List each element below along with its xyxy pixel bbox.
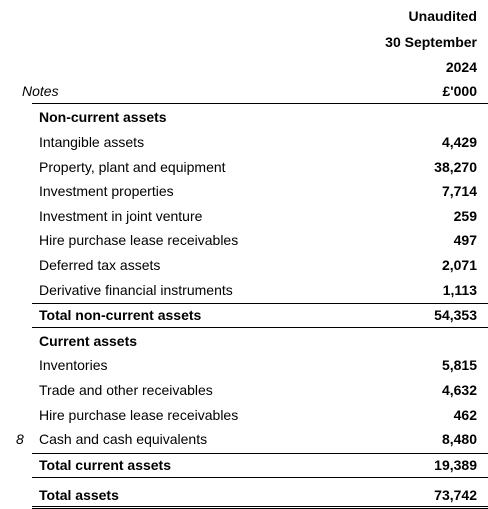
line-item-label: Cash and cash equivalents	[39, 431, 208, 448]
section-title-current: Current assets	[39, 333, 138, 349]
section-title-non-current: Non-current assets	[39, 109, 167, 125]
rule-current-bottom	[32, 477, 488, 478]
note-ref: 8	[16, 431, 24, 448]
rule-non-current	[32, 303, 488, 304]
header-rule	[32, 103, 488, 104]
unit-label: £'000	[442, 83, 477, 99]
line-item-value: 2,071	[441, 257, 477, 273]
line-item-label: Intangible assets	[39, 134, 145, 150]
table-row: Trade and other receivables 4,632	[0, 378, 488, 402]
header-date: 30 September	[385, 34, 477, 50]
line-item-label: Investment in joint venture	[39, 207, 203, 224]
line-item-value: 5,815	[441, 357, 477, 373]
line-item-label: Hire purchase lease receivables	[39, 232, 239, 249]
table-row: Investment in joint venture 259	[0, 204, 488, 228]
line-item-label: Inventories	[39, 357, 108, 373]
line-item-value: 462	[453, 406, 477, 423]
line-item-label: Hire purchase lease receivables	[39, 406, 239, 423]
line-item-value: 1,113	[442, 281, 477, 298]
line-item-label: Derivative financial instruments	[39, 281, 233, 298]
total-value: 54,353	[434, 307, 477, 323]
line-item-value: 7,714	[441, 183, 477, 200]
notes-column-label: Notes	[22, 83, 59, 99]
line-item-value: 8,480	[441, 431, 477, 448]
rule-non-current-bottom	[32, 327, 488, 328]
total-label: Total assets	[39, 487, 119, 503]
total-non-current-row: Total non-current assets 54,353	[0, 303, 488, 327]
rule-current	[32, 453, 488, 454]
line-item-label: Investment properties	[39, 183, 174, 200]
total-value: 73,742	[434, 487, 477, 503]
line-item-label: Trade and other receivables	[39, 381, 213, 398]
table-row: Intangible assets 4,429	[0, 130, 488, 154]
line-item-value: 497	[453, 232, 477, 249]
line-item-label: Property, plant and equipment	[39, 158, 226, 175]
table-row: Hire purchase lease receivables 497	[0, 228, 488, 252]
total-assets-row: Total assets 73,742	[0, 483, 488, 507]
total-current-row: Total current assets 19,389	[0, 453, 488, 477]
header-status: Unaudited	[408, 8, 477, 24]
table-row: 8 Cash and cash equivalents 8,480	[0, 427, 488, 451]
header-year: 2024	[445, 59, 477, 75]
line-item-value: 259	[453, 207, 477, 224]
total-label: Total non-current assets	[39, 307, 202, 323]
total-value: 19,389	[434, 457, 477, 473]
table-row: Property, plant and equipment 38,270	[0, 155, 488, 179]
line-item-value: 4,429	[441, 134, 477, 150]
table-row: Inventories 5,815	[0, 353, 488, 377]
table-row: Derivative financial instruments 1,113	[0, 278, 488, 302]
table-row: Investment properties 7,714	[0, 179, 488, 203]
total-label: Total current assets	[39, 457, 172, 473]
table-row: Deferred tax assets 2,071	[0, 253, 488, 277]
line-item-value: 4,632	[441, 381, 477, 398]
line-item-value: 38,270	[434, 158, 477, 175]
line-item-label: Deferred tax assets	[39, 257, 161, 273]
table-row: Hire purchase lease receivables 462	[0, 403, 488, 427]
